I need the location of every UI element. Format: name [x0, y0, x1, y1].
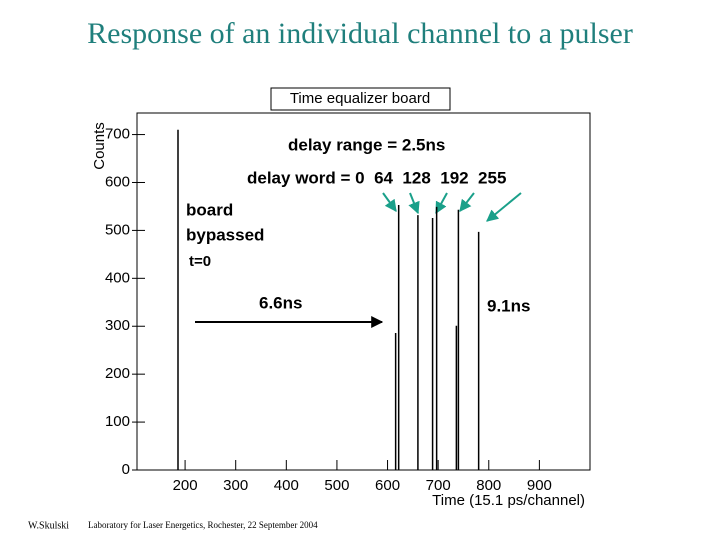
x-tick-label: 800 — [476, 477, 501, 494]
plot-frame — [136, 112, 591, 471]
stats-box-title: Time equalizer board — [290, 90, 430, 107]
annotation: delay range = 2.5ns — [288, 135, 445, 154]
y-tick-label: 400 — [105, 269, 130, 286]
x-axis-label: Time (15.1 ps/channel) — [432, 492, 585, 509]
x-tick-label: 200 — [173, 477, 198, 494]
annotation: board — [186, 200, 233, 219]
x-tick-label: 700 — [426, 477, 451, 494]
y-tick-label: 600 — [105, 173, 130, 190]
y-axis-label: Counts — [91, 122, 108, 170]
x-tick-label: 500 — [324, 477, 349, 494]
y-tick-label: 0 — [122, 461, 130, 478]
annotation: delay word = 0 64 128 192 255 — [247, 168, 506, 187]
annotation: bypassed — [186, 225, 264, 244]
x-tick-label: 600 — [375, 477, 400, 494]
annotation: 6.6ns — [259, 293, 302, 312]
y-tick-label: 300 — [105, 317, 130, 334]
y-tick-label: 100 — [105, 413, 130, 430]
y-tick-label: 700 — [105, 126, 130, 143]
footer: W.Skulski — [28, 520, 69, 531]
arrows — [382, 192, 522, 222]
slide-title: Response of an individual channel to a p… — [87, 17, 633, 50]
footer: Laboratory for Laser Energetics, Rochest… — [88, 520, 318, 530]
y-tick-label: 500 — [105, 221, 130, 238]
stats-box — [270, 87, 451, 111]
y-tick-label: 200 — [105, 365, 130, 382]
annotation: 9.1ns — [487, 296, 530, 315]
annotation: t=0 — [189, 253, 211, 270]
x-tick-label: 400 — [274, 477, 299, 494]
x-tick-label: 300 — [223, 477, 248, 494]
x-tick-label: 900 — [527, 477, 552, 494]
